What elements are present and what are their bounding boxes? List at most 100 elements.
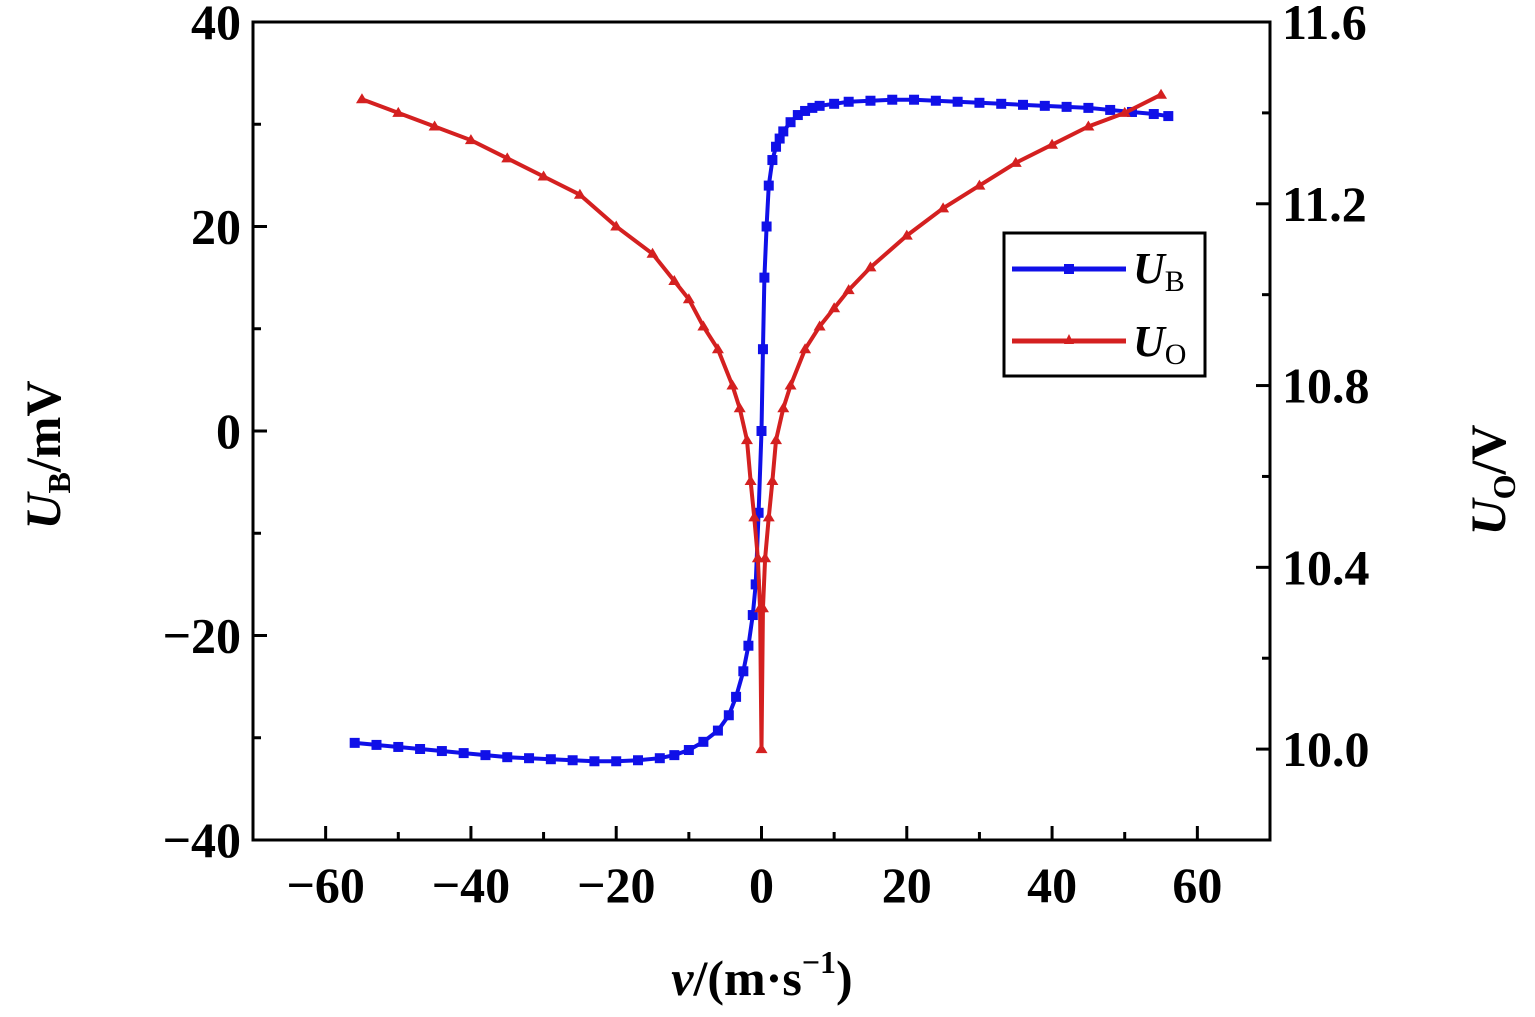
x-tick-label: 40: [1027, 857, 1077, 913]
data-point-uo: [464, 134, 477, 145]
data-point-ub: [1148, 109, 1159, 120]
data-point-uo: [799, 343, 812, 354]
data-point-ub: [759, 272, 770, 283]
y-axis-right-title: UO/V: [1460, 425, 1522, 536]
data-point-ub: [814, 100, 825, 111]
data-point-uo: [537, 170, 550, 181]
legend-marker-uo: [1064, 334, 1074, 344]
data-point-ub: [738, 666, 749, 677]
x-tick-label: −60: [286, 857, 365, 913]
data-point-uo: [755, 743, 768, 754]
axis-ticks: −60 −40 −20 0 20 40 60 −40 −20 0 20 40 10.0 10.4 10.8 1…: [163, 0, 1370, 913]
data-point-ub: [633, 755, 644, 766]
x-tick-label: 20: [882, 857, 932, 913]
data-point-ub: [785, 117, 796, 128]
data-point-uo: [668, 275, 681, 286]
y-right-tick-label: 11.2: [1282, 176, 1367, 232]
data-point-ub: [1061, 101, 1072, 112]
data-point-ub: [1039, 100, 1050, 111]
data-point-ub: [747, 610, 758, 621]
data-point-ub: [654, 753, 665, 764]
data-point-ub: [1163, 111, 1174, 122]
data-point-ub: [763, 180, 774, 191]
data-point-ub: [683, 745, 694, 756]
data-point-uo: [777, 402, 790, 413]
x-tick-label: 60: [1172, 857, 1222, 913]
data-point-uo: [813, 320, 826, 331]
data-point-uo: [762, 511, 775, 522]
data-point-ub: [731, 691, 742, 702]
data-point-ub: [436, 746, 447, 757]
data-point-ub: [774, 133, 785, 144]
data-point-ub: [545, 754, 556, 765]
data-point-uo: [733, 402, 746, 413]
y-left-tick-label: −20: [163, 608, 242, 664]
data-point-uo: [784, 379, 797, 390]
data-point-ub: [761, 221, 772, 232]
data-point-uo: [1118, 106, 1131, 117]
data-point-uo: [748, 511, 761, 522]
y-right-tick-label: 10.4: [1282, 539, 1370, 595]
data-point-ub: [611, 756, 622, 767]
data-point-uo: [766, 474, 779, 485]
data-point-uo: [573, 188, 586, 199]
data-point-ub: [800, 105, 811, 116]
data-point-ub: [349, 737, 360, 748]
data-point-uo: [900, 229, 913, 240]
data-point-uo: [842, 284, 855, 295]
data-point-uo: [610, 220, 623, 231]
legend-box: [1002, 231, 1207, 378]
x-tick-label: −40: [432, 857, 511, 913]
data-point-uo: [759, 552, 772, 563]
data-point-ub: [756, 426, 767, 436]
data-point-ub: [974, 97, 985, 108]
legend-label-uo: UO: [1133, 317, 1186, 371]
data-point-ub: [1083, 102, 1094, 113]
data-point-ub: [843, 96, 854, 107]
data-point-uo: [711, 343, 724, 354]
data-point-ub: [669, 750, 680, 761]
data-point-uo: [697, 320, 710, 331]
data-point-uo: [770, 434, 783, 445]
data-point-uo: [501, 152, 514, 163]
data-point-uo: [392, 106, 405, 117]
data-point-ub: [767, 155, 778, 166]
legend: UB UO: [1002, 231, 1207, 378]
data-point-uo: [1009, 156, 1022, 167]
data-point-uo: [428, 120, 441, 131]
x-axis-title: v/(m·s−1): [671, 944, 852, 1006]
data-point-uo: [355, 93, 368, 104]
data-point-ub: [1018, 99, 1029, 110]
plot-marks: [349, 88, 1174, 767]
data-point-ub: [807, 102, 818, 113]
data-point-uo: [864, 261, 877, 272]
data-point-ub: [996, 98, 1007, 109]
data-point-uo: [744, 474, 757, 485]
x-tick-label: −20: [577, 857, 656, 913]
data-point-ub: [792, 110, 803, 121]
data-point-ub: [712, 725, 723, 736]
y-left-tick-label: −40: [163, 812, 242, 868]
data-point-ub: [502, 752, 513, 763]
y-right-tick-label: 11.6: [1282, 0, 1367, 50]
data-point-ub: [371, 739, 382, 750]
y-right-tick-label: 10.8: [1282, 358, 1370, 414]
data-point-ub: [757, 344, 768, 355]
data-point-ub: [1126, 106, 1137, 117]
data-point-ub: [480, 750, 491, 761]
data-point-ub: [750, 579, 761, 590]
data-point-uo: [726, 379, 739, 390]
data-point-ub: [753, 507, 764, 518]
data-point-uo: [973, 179, 986, 190]
data-point-ub: [952, 96, 963, 107]
data-point-uo: [828, 302, 841, 313]
y-left-tick-label: 20: [191, 199, 241, 255]
data-point-ub: [415, 743, 426, 754]
data-point-ub: [567, 755, 578, 766]
data-point-ub: [723, 710, 734, 721]
data-point-ub: [1105, 104, 1116, 115]
y-right-tick-label: 10.0: [1282, 721, 1370, 777]
data-point-uo: [1046, 138, 1059, 149]
data-point-ub: [743, 640, 754, 651]
